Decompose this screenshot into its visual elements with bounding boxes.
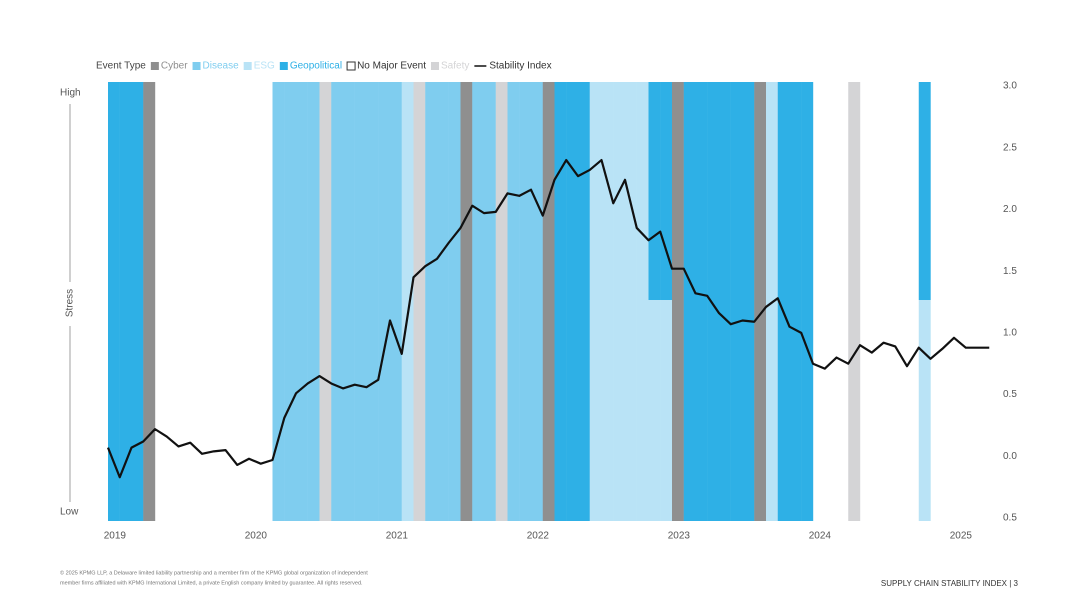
legend-label: Cyber: [161, 61, 188, 72]
event-band: [319, 82, 332, 521]
y2-tick-label: 0.0: [1003, 451, 1017, 462]
event-band: [648, 300, 661, 521]
event-band: [448, 82, 461, 521]
event-band: [531, 82, 543, 521]
copyright: © 2025 KPMG LLP, a Delaware limited liab…: [60, 569, 368, 576]
event-band: [331, 82, 344, 521]
event-band: [484, 82, 496, 521]
legend-label: No Major Event: [357, 61, 426, 72]
x-tick-label: 2023: [668, 531, 691, 542]
event-band: [695, 82, 708, 521]
event-band: [636, 82, 649, 521]
page-label: SUPPLY CHAIN STABILITY INDEX | 3: [881, 579, 1019, 588]
event-band: [660, 300, 673, 521]
event-band: [707, 82, 720, 521]
event-band: [660, 82, 673, 300]
event-band: [296, 82, 308, 521]
y2-tick-label: 2.5: [1003, 142, 1017, 153]
legend-label: Geopolitical: [290, 61, 342, 72]
legend-label: Safety: [441, 61, 469, 72]
event-band: [495, 82, 508, 521]
event-bands: [108, 82, 931, 521]
event-band: [672, 82, 684, 521]
event-band: [354, 82, 367, 521]
event-band: [625, 82, 637, 521]
event-band: [777, 82, 790, 521]
event-band: [789, 82, 802, 521]
event-band: [542, 82, 555, 521]
event-band: [366, 82, 379, 521]
y2-tick-label: 0.5: [1003, 389, 1017, 400]
event-band: [566, 82, 579, 521]
event-band: [284, 82, 297, 521]
legend-swatch: [243, 62, 252, 70]
event-band: [601, 82, 614, 521]
copyright: member firms affiliated with KPMG Intern…: [60, 580, 363, 586]
legend-label: ESG: [254, 61, 275, 72]
event-band: [613, 82, 626, 521]
event-band: [472, 82, 485, 521]
event-band: [272, 82, 285, 521]
x-tick-label: 2020: [245, 531, 268, 542]
x-tick-label: 2021: [386, 531, 409, 542]
event-band: [589, 82, 602, 521]
event-band: [108, 82, 120, 521]
legend-swatch: [150, 62, 159, 70]
event-band: [554, 82, 567, 521]
event-band: [507, 82, 520, 521]
legend-swatch: [192, 62, 201, 70]
event-band: [437, 82, 449, 521]
event-band: [683, 82, 696, 521]
event-band: [719, 82, 731, 521]
event-band: [801, 82, 814, 521]
x-tick-label: 2025: [950, 531, 973, 542]
legend-label: Stability Index: [489, 61, 551, 72]
event-band: [730, 82, 743, 521]
y-label-low: Low: [60, 507, 79, 518]
legend-label: Disease: [203, 61, 240, 72]
legend-title: Event Type: [96, 61, 146, 72]
legend-swatch: [279, 62, 288, 70]
event-band: [143, 82, 156, 521]
event-band: [390, 82, 402, 521]
legend-swatch: [431, 62, 439, 70]
y-label: Stress: [65, 289, 76, 317]
y2-tick-label: 0.5: [1003, 513, 1017, 524]
event-band: [848, 82, 861, 521]
event-band: [918, 300, 931, 521]
stability-line: [106, 158, 990, 479]
event-band: [578, 82, 590, 521]
event-band: [754, 82, 767, 521]
event-band: [918, 82, 931, 300]
legend-swatch: [346, 61, 356, 71]
event-band: [425, 82, 438, 521]
event-band: [119, 82, 132, 521]
event-band: [131, 82, 144, 521]
legend: Event Type Cyber Disease ESG Geopolitical No …: [96, 61, 552, 72]
event-band: [413, 82, 426, 521]
event-band: [343, 82, 355, 521]
event-band: [460, 82, 473, 521]
event-band: [307, 82, 320, 521]
y2-tick-label: 1.5: [1003, 266, 1017, 277]
y2-tick-label: 1.0: [1003, 327, 1017, 338]
event-band: [648, 82, 661, 300]
y2-tick-label: 2.0: [1003, 204, 1017, 215]
y2-tick-label: 3.0: [1003, 81, 1017, 92]
event-band: [742, 82, 755, 521]
x-tick-label: 2019: [104, 531, 127, 542]
x-tick-label: 2024: [809, 531, 832, 542]
event-band: [401, 82, 414, 521]
x-tick-label: 2022: [527, 531, 550, 542]
event-band: [378, 82, 391, 521]
y-label-high: High: [60, 88, 81, 99]
event-band: [519, 82, 532, 521]
